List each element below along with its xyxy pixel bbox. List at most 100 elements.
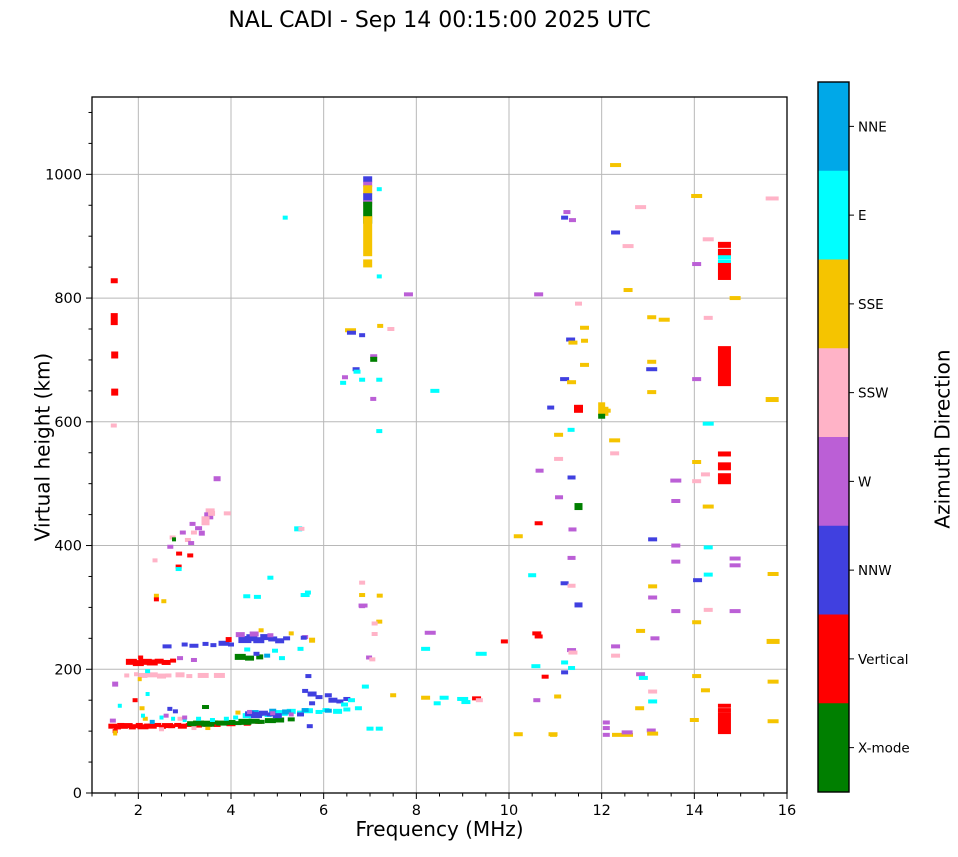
scatter-point [174, 722, 182, 727]
scatter-point [561, 215, 569, 220]
scatter-point [561, 670, 569, 675]
x-tick-label: 4 [226, 803, 235, 819]
scatter-point [267, 633, 274, 638]
scatter-point [139, 706, 145, 711]
scatter-point [226, 719, 236, 725]
scatter-point [352, 367, 360, 372]
scatter-point [648, 537, 658, 542]
scatter-point [269, 708, 277, 713]
scatter-point [636, 628, 646, 633]
scatter-point [766, 638, 780, 644]
x-tick-label: 10 [500, 803, 518, 819]
scatter-point [270, 711, 276, 716]
scatter-point [635, 706, 645, 711]
scatter-point [421, 695, 431, 700]
scatter-point [109, 718, 116, 723]
scatter-point [729, 296, 741, 301]
scatter-point [567, 427, 575, 432]
scatter-point [554, 432, 564, 437]
scatter-point [567, 475, 576, 480]
scatter-point [282, 215, 288, 220]
x-tick-label: 16 [778, 803, 796, 819]
scatter-point [647, 731, 659, 736]
scatter-point [201, 516, 210, 526]
scatter-point [302, 688, 309, 693]
scatter-point [198, 530, 205, 536]
scatter-point [336, 699, 344, 704]
scatter-point [286, 708, 296, 714]
scatter-point [272, 648, 279, 653]
scatter-point [430, 388, 440, 393]
scatter-point [145, 692, 150, 697]
scatter-point [702, 504, 714, 509]
scatter-point [671, 559, 681, 564]
scatter-point [186, 674, 193, 679]
scatter-point [191, 726, 197, 731]
scatter-point [138, 655, 144, 660]
scatter-point [513, 732, 523, 737]
scatter-point [574, 503, 583, 511]
scatter-point [328, 697, 338, 703]
scatter-point [213, 672, 225, 678]
y-tick-label: 800 [54, 291, 82, 307]
scatter-point [247, 709, 253, 714]
scatter-point [646, 728, 656, 733]
scatter-point [767, 571, 779, 576]
scatter-point [700, 472, 710, 477]
scatter-point [301, 708, 309, 713]
scatter-point [111, 351, 119, 359]
scatter-point [717, 248, 731, 256]
scatter-point [717, 262, 731, 280]
scatter-point [177, 723, 187, 729]
scatter-point [703, 315, 713, 320]
colorbar-tick-label: X-mode [858, 741, 910, 757]
chart-title: NAL CADI - Sep 14 00:15:00 2025 UTC [228, 8, 651, 33]
scatter-point [278, 656, 285, 661]
scatter-point [305, 674, 312, 679]
scatter-point [333, 708, 343, 714]
scatter-point [475, 698, 483, 703]
scatter-point [376, 274, 382, 279]
scatter-point [703, 607, 713, 612]
scatter-point [168, 724, 176, 729]
scatter-point [767, 679, 779, 684]
colorbar-segment [818, 437, 849, 527]
colorbar-tick-label: W [858, 474, 871, 490]
scatter-point [132, 698, 138, 703]
colorbar-tick-label: SSE [858, 297, 884, 313]
scatter-point [767, 719, 779, 724]
scatter-point [202, 705, 210, 710]
scatter-point [602, 720, 610, 725]
scatter-point [218, 640, 230, 646]
scatter-point [371, 621, 378, 626]
scatter-point [363, 181, 373, 187]
scatter-point [693, 578, 703, 583]
scatter-point [765, 196, 779, 201]
scatter-point [182, 715, 188, 720]
scatter-point [363, 201, 373, 224]
scatter-point [187, 553, 194, 558]
scatter-point [154, 722, 162, 727]
scatter-point [177, 656, 184, 661]
scatter-point [547, 405, 555, 410]
colorbar-tick-label: NNE [858, 119, 887, 135]
scatter-point [235, 632, 245, 638]
gridlines [92, 97, 788, 794]
scatter-point [140, 713, 145, 718]
scatter-point [534, 634, 543, 639]
x-tick-label: 14 [685, 803, 703, 819]
scatter-point [283, 636, 291, 641]
scatter-point [363, 216, 373, 257]
scatter-point [271, 710, 283, 716]
scatter-point [189, 521, 196, 526]
scatter-point [702, 421, 714, 426]
scatter-point [457, 696, 469, 701]
scatter-point [717, 703, 731, 708]
scatter-point [359, 333, 366, 338]
scatter-point [376, 593, 383, 598]
scatter-point [253, 637, 265, 644]
scatter-point [359, 593, 366, 598]
scatter-point [363, 193, 373, 202]
scatter-point [223, 716, 229, 721]
scatter-point [264, 718, 276, 724]
